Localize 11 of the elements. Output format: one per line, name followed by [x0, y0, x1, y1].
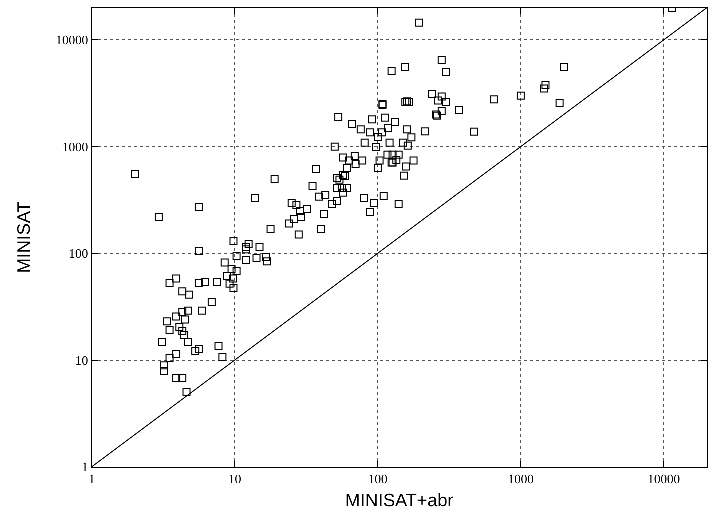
x-axis-title: MINISAT+abr: [345, 490, 454, 511]
x-tick-label: 10000: [648, 472, 680, 487]
y-tick-label: 1: [82, 460, 88, 475]
y-tick-label: 100: [68, 246, 88, 262]
y-axis-title: MINISAT: [14, 202, 34, 274]
x-tick-label: 1000: [508, 472, 534, 487]
x-tick-label: 100: [368, 472, 388, 487]
y-tick-label: 10000: [56, 32, 88, 48]
y-tick-label: 1000: [62, 139, 88, 154]
y-tick-label: 10: [75, 352, 88, 368]
x-tick-label: 10: [228, 472, 242, 487]
